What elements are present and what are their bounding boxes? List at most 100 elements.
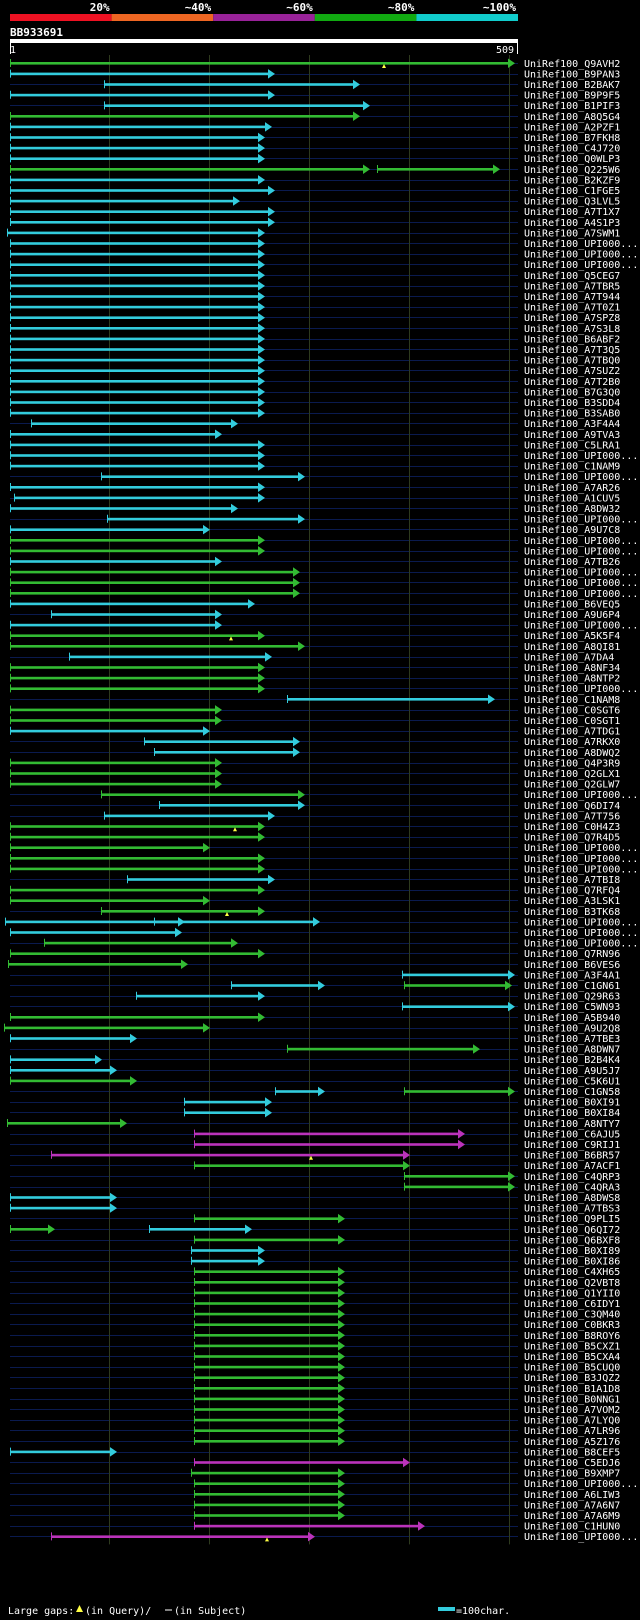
hit-row[interactable]: UniRef100_B5CXZ1 bbox=[194, 1341, 620, 1352]
hit-row[interactable]: UniRef100_A8DWN7 bbox=[287, 1044, 620, 1056]
hit-row[interactable]: UniRef100_Q4P3R9 bbox=[10, 758, 620, 769]
hit-row[interactable]: UniRef100_UPI000... bbox=[10, 620, 638, 632]
hit-label[interactable]: UniRef100_B2BAK7 bbox=[524, 80, 620, 91]
hit-label[interactable]: UniRef100_C1GN58 bbox=[524, 1087, 620, 1098]
hit-row[interactable]: UniRef100_A7S3L8 bbox=[10, 323, 620, 335]
hit-row[interactable]: UniRef100_A8NF34 bbox=[10, 662, 620, 674]
hit-label[interactable]: UniRef100_C6AJU5 bbox=[524, 1129, 620, 1140]
hit-label[interactable]: UniRef100_A8DW32 bbox=[524, 504, 620, 515]
hit-row[interactable]: UniRef100_Q2GLX1 bbox=[10, 768, 620, 780]
hit-row[interactable]: UniRef100_C1GN58 bbox=[275, 1086, 620, 1098]
hit-label[interactable]: UniRef100_UPI000... bbox=[524, 239, 638, 250]
hit-label[interactable]: UniRef100_Q6BXF8 bbox=[524, 1235, 620, 1246]
hit-label[interactable]: UniRef100_UPI000... bbox=[524, 939, 638, 950]
hit-row[interactable]: UniRef100_UPI000... bbox=[10, 238, 638, 250]
hit-label[interactable]: UniRef100_B0XI91 bbox=[524, 1098, 620, 1109]
hit-label[interactable]: UniRef100_C0SGT1 bbox=[524, 716, 620, 727]
hit-row[interactable]: UniRef100_C0BKR3 bbox=[194, 1319, 620, 1331]
hit-row[interactable]: UniRef100_B8CEF5 bbox=[10, 1447, 620, 1458]
hit-row[interactable]: UniRef100_A8QI81 bbox=[10, 641, 620, 653]
hit-label[interactable]: UniRef100_B9P9F5 bbox=[524, 91, 620, 102]
hit-label[interactable]: UniRef100_A5K5F4 bbox=[524, 631, 620, 642]
hit-row[interactable]: UniRef100_A7TBR5 bbox=[10, 281, 620, 292]
hit-row[interactable]: UniRef100_C4QRA3 bbox=[404, 1182, 620, 1193]
hit-row[interactable]: UniRef100_Q7RN96 bbox=[10, 948, 620, 960]
hit-label[interactable]: UniRef100_A7TDG1 bbox=[524, 727, 620, 738]
hit-row[interactable]: UniRef100_A7SWM1 bbox=[7, 228, 620, 239]
hit-label[interactable]: UniRef100_Q6DI74 bbox=[524, 801, 620, 812]
hit-row[interactable]: UniRef100_C6IDY1 bbox=[194, 1298, 620, 1310]
hit-label[interactable]: UniRef100_Q7RFQ4 bbox=[524, 886, 620, 897]
hit-row[interactable]: UniRef100_Q1YII0 bbox=[194, 1288, 620, 1299]
hit-label[interactable]: UniRef100_B7FKH8 bbox=[524, 133, 620, 144]
hit-row[interactable]: UniRef100_C9RIJ1 bbox=[194, 1139, 620, 1151]
hit-label[interactable]: UniRef100_UPI000... bbox=[524, 864, 638, 875]
hit-row[interactable]: UniRef100_Q2VBT8 bbox=[194, 1277, 620, 1289]
hit-row[interactable]: UniRef100_UPI000... bbox=[10, 853, 638, 865]
hit-row[interactable]: UniRef100_A7TBE3 bbox=[10, 1033, 620, 1045]
hit-label[interactable]: UniRef100_A5B940 bbox=[524, 1013, 620, 1024]
hit-row[interactable]: UniRef100_UPI000... bbox=[10, 249, 638, 261]
hit-row[interactable]: UniRef100_B1A1D8 bbox=[194, 1383, 620, 1395]
hit-label[interactable]: UniRef100_UPI000... bbox=[524, 250, 638, 261]
hit-label[interactable]: UniRef100_C5K6U1 bbox=[524, 1076, 620, 1087]
hit-row[interactable]: UniRef100_C4XH65 bbox=[194, 1266, 620, 1278]
hit-row[interactable]: UniRef100_A7TBQ0 bbox=[10, 355, 620, 367]
hit-row[interactable]: UniRef100_UPI000... bbox=[10, 588, 638, 600]
hit-row[interactable]: UniRef100_A2PZF1 bbox=[10, 122, 620, 133]
hit-row[interactable]: UniRef100_A1CUV5 bbox=[14, 493, 620, 504]
hit-row[interactable]: UniRef100_C5K6U1 bbox=[10, 1076, 620, 1087]
hit-label[interactable]: UniRef100_B5CXZ1 bbox=[524, 1341, 620, 1352]
hit-row[interactable]: UniRef100_B3TK68 bbox=[101, 906, 620, 918]
hit-row[interactable]: UniRef100_A8NTP2 bbox=[10, 673, 620, 685]
hit-label[interactable]: UniRef100_B3TK68 bbox=[524, 907, 620, 918]
hit-row[interactable]: UniRef100_C0SGT1 bbox=[10, 715, 620, 727]
hit-row[interactable]: UniRef100_A9TVA3 bbox=[10, 429, 620, 441]
hit-label[interactable]: UniRef100_A3F4A4 bbox=[524, 419, 620, 430]
hit-row[interactable]: UniRef100_Q3LVL5 bbox=[10, 196, 620, 208]
hit-label[interactable]: UniRef100_UPI000... bbox=[524, 260, 638, 271]
hit-label[interactable]: UniRef100_A7ACF1 bbox=[524, 1161, 620, 1172]
hit-label[interactable]: UniRef100_A7SPZ8 bbox=[524, 313, 620, 324]
hit-row[interactable]: UniRef100_UPI000... bbox=[101, 789, 638, 801]
hit-row[interactable]: UniRef100_A7LYQ0 bbox=[194, 1415, 620, 1427]
hit-label[interactable]: UniRef100_A8DWS8 bbox=[524, 1193, 620, 1204]
hit-label[interactable]: UniRef100_C4QRA3 bbox=[524, 1182, 620, 1193]
hit-row[interactable]: UniRef100_Q6QI72 bbox=[10, 1224, 620, 1236]
hit-label[interactable]: UniRef100_A5Z176 bbox=[524, 1437, 620, 1448]
hit-row[interactable]: UniRef100_A5K5F4 bbox=[10, 630, 620, 642]
hit-label[interactable]: UniRef100_B1A1D8 bbox=[524, 1384, 620, 1395]
hit-label[interactable]: UniRef100_B5CUQ0 bbox=[524, 1363, 620, 1374]
hit-row[interactable]: UniRef100_A8DWS8 bbox=[10, 1192, 620, 1204]
hit-label[interactable]: UniRef100_B9XMP7 bbox=[524, 1469, 620, 1480]
hit-label[interactable]: UniRef100_B9PAN3 bbox=[524, 69, 620, 80]
hit-label[interactable]: UniRef100_A8DWQ2 bbox=[524, 748, 620, 759]
hit-label[interactable]: UniRef100_C4J720 bbox=[524, 144, 620, 155]
hit-label[interactable]: UniRef100_B7G3Q0 bbox=[524, 387, 620, 398]
hit-row[interactable]: UniRef100_B5CUQ0 bbox=[194, 1362, 620, 1374]
hit-row[interactable]: UniRef100_B3SAB0 bbox=[10, 408, 620, 420]
hit-label[interactable]: UniRef100_C0SGT6 bbox=[524, 705, 620, 716]
hit-label[interactable]: UniRef100_B8ROY6 bbox=[524, 1331, 620, 1342]
hit-label[interactable]: UniRef100_B0XI84 bbox=[524, 1108, 620, 1119]
hit-label[interactable]: UniRef100_A7TBE3 bbox=[524, 1034, 620, 1045]
hit-label[interactable]: UniRef100_B3SDD4 bbox=[524, 398, 620, 409]
hit-row[interactable]: UniRef100_Q6BXF8 bbox=[194, 1235, 620, 1246]
hit-row[interactable]: UniRef100_UPI000... bbox=[10, 259, 638, 271]
hit-row[interactable]: UniRef100_A7T0Z1 bbox=[10, 302, 620, 314]
hit-row[interactable]: UniRef100_C4QRP3 bbox=[404, 1171, 620, 1183]
hit-row[interactable]: UniRef100_A7T1X7 bbox=[10, 206, 620, 218]
hit-row[interactable]: UniRef100_B0XI89 bbox=[191, 1245, 620, 1257]
hit-label[interactable]: UniRef100_A1CUV5 bbox=[524, 493, 620, 504]
hit-row[interactable]: UniRef100_UPI000... bbox=[10, 567, 638, 579]
hit-row[interactable]: UniRef100_B5CXA4 bbox=[194, 1351, 620, 1363]
hit-label[interactable]: UniRef100_B0NNG1 bbox=[524, 1394, 620, 1405]
hit-label[interactable]: UniRef100_Q225W6 bbox=[524, 165, 620, 176]
hit-row[interactable]: UniRef100_C5LRA1 bbox=[10, 440, 620, 451]
hit-row[interactable]: UniRef100_C0H4Z3 bbox=[10, 821, 620, 833]
hit-row[interactable]: UniRef100_C1NAM9 bbox=[10, 461, 620, 473]
hit-row[interactable]: UniRef100_A3F4A1 bbox=[402, 970, 620, 981]
hit-label[interactable]: UniRef100_A8DWN7 bbox=[524, 1045, 620, 1056]
hit-label[interactable]: UniRef100_B3SAB0 bbox=[524, 409, 620, 420]
hit-row[interactable]: UniRef100_B6BR57 bbox=[51, 1150, 620, 1162]
